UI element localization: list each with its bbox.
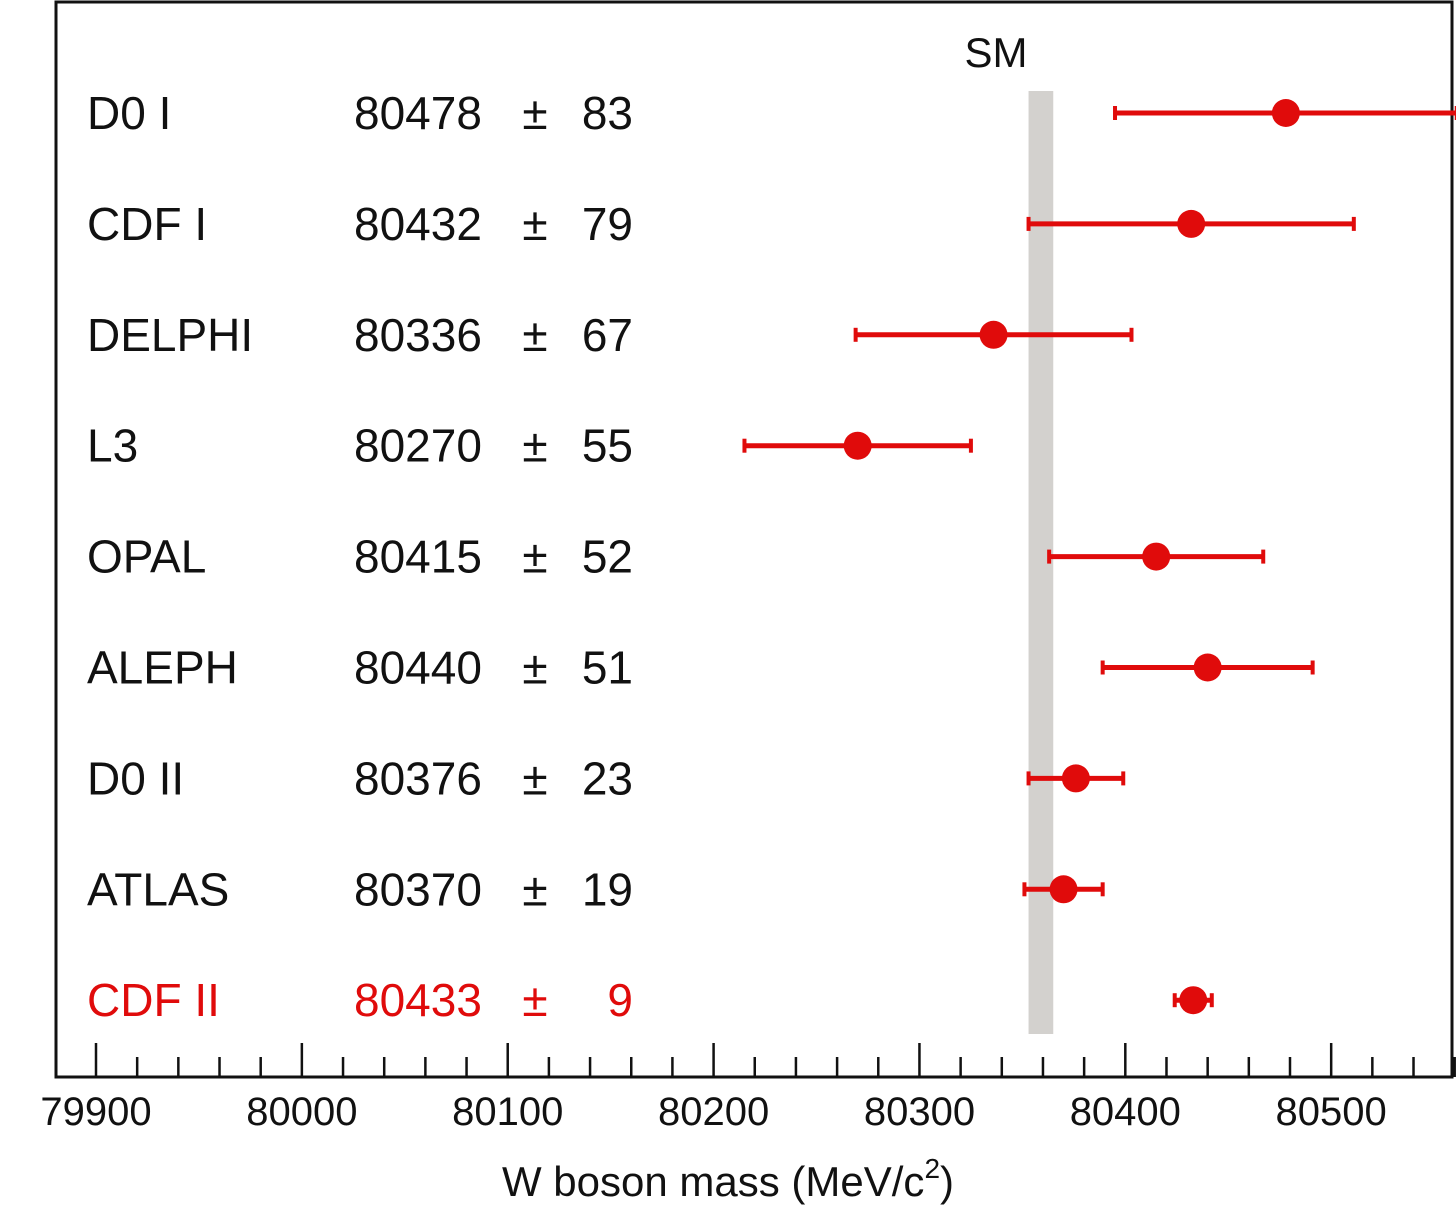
- plus-minus-sign: ±: [522, 309, 547, 361]
- mass-error: 23: [582, 752, 633, 804]
- data-point: [843, 431, 872, 460]
- data-point: [1049, 875, 1078, 904]
- data-point: [1061, 764, 1090, 793]
- mass-value: 80415: [354, 531, 482, 583]
- data-point: [979, 320, 1008, 349]
- plus-minus-sign: ±: [522, 863, 547, 915]
- experiment-name: CDF I: [87, 198, 207, 250]
- experiment-name: D0 II: [87, 752, 184, 804]
- mass-error: 67: [582, 309, 633, 361]
- experiment-name: D0 I: [87, 87, 171, 139]
- data-point: [1271, 99, 1300, 127]
- plus-minus-sign: ±: [522, 752, 547, 804]
- x-tick-label: 80300: [864, 1090, 975, 1134]
- plus-minus-sign: ±: [522, 642, 547, 694]
- mass-value: 80336: [354, 309, 482, 361]
- mass-error: 51: [582, 642, 633, 694]
- experiment-name: OPAL: [87, 531, 206, 583]
- data-point: [1177, 209, 1206, 238]
- plus-minus-sign: ±: [522, 531, 547, 583]
- x-tick-label: 80500: [1276, 1090, 1387, 1134]
- plus-minus-sign: ±: [522, 974, 547, 1026]
- mass-error: 19: [582, 863, 633, 915]
- mass-value: 80376: [354, 752, 482, 804]
- x-axis-title-main: W boson mass (MeV/c: [502, 1158, 924, 1205]
- x-axis-title-sup: 2: [924, 1153, 940, 1184]
- plus-minus-sign: ±: [522, 87, 547, 139]
- mass-error: 83: [582, 87, 633, 139]
- x-tick-label: 80000: [246, 1090, 357, 1134]
- mass-error: 55: [582, 420, 633, 472]
- experiment-name: ALEPH: [87, 642, 238, 694]
- plot-frame: [54, 0, 1454, 1079]
- mass-value: 80478: [354, 87, 482, 139]
- mass-value: 80440: [354, 642, 482, 694]
- x-tick-label: 80400: [1070, 1090, 1181, 1134]
- mass-value: 80270: [354, 420, 482, 472]
- x-axis-title: W boson mass (MeV/c2): [502, 1153, 954, 1205]
- experiment-name: DELPHI: [87, 309, 253, 361]
- mass-error: 9: [607, 974, 633, 1026]
- x-axis-title-close: ): [940, 1158, 954, 1205]
- mass-value: 80433: [354, 974, 482, 1026]
- mass-error: 79: [582, 198, 633, 250]
- plus-minus-sign: ±: [522, 198, 547, 250]
- mass-value: 80370: [354, 863, 482, 915]
- x-tick-label: 80100: [452, 1090, 563, 1134]
- x-tick-label: 80200: [658, 1090, 769, 1134]
- mass-error: 52: [582, 531, 633, 583]
- data-point: [1142, 542, 1171, 571]
- experiment-name: ATLAS: [87, 863, 229, 915]
- plus-minus-sign: ±: [522, 420, 547, 472]
- experiment-name: CDF II: [87, 974, 220, 1026]
- mass-value: 80432: [354, 198, 482, 250]
- sm-label: SM: [965, 29, 1028, 76]
- data-point: [1179, 986, 1208, 1015]
- experiment-name: L3: [87, 420, 138, 472]
- x-tick-label: 79900: [40, 1090, 151, 1134]
- data-point: [1193, 653, 1222, 682]
